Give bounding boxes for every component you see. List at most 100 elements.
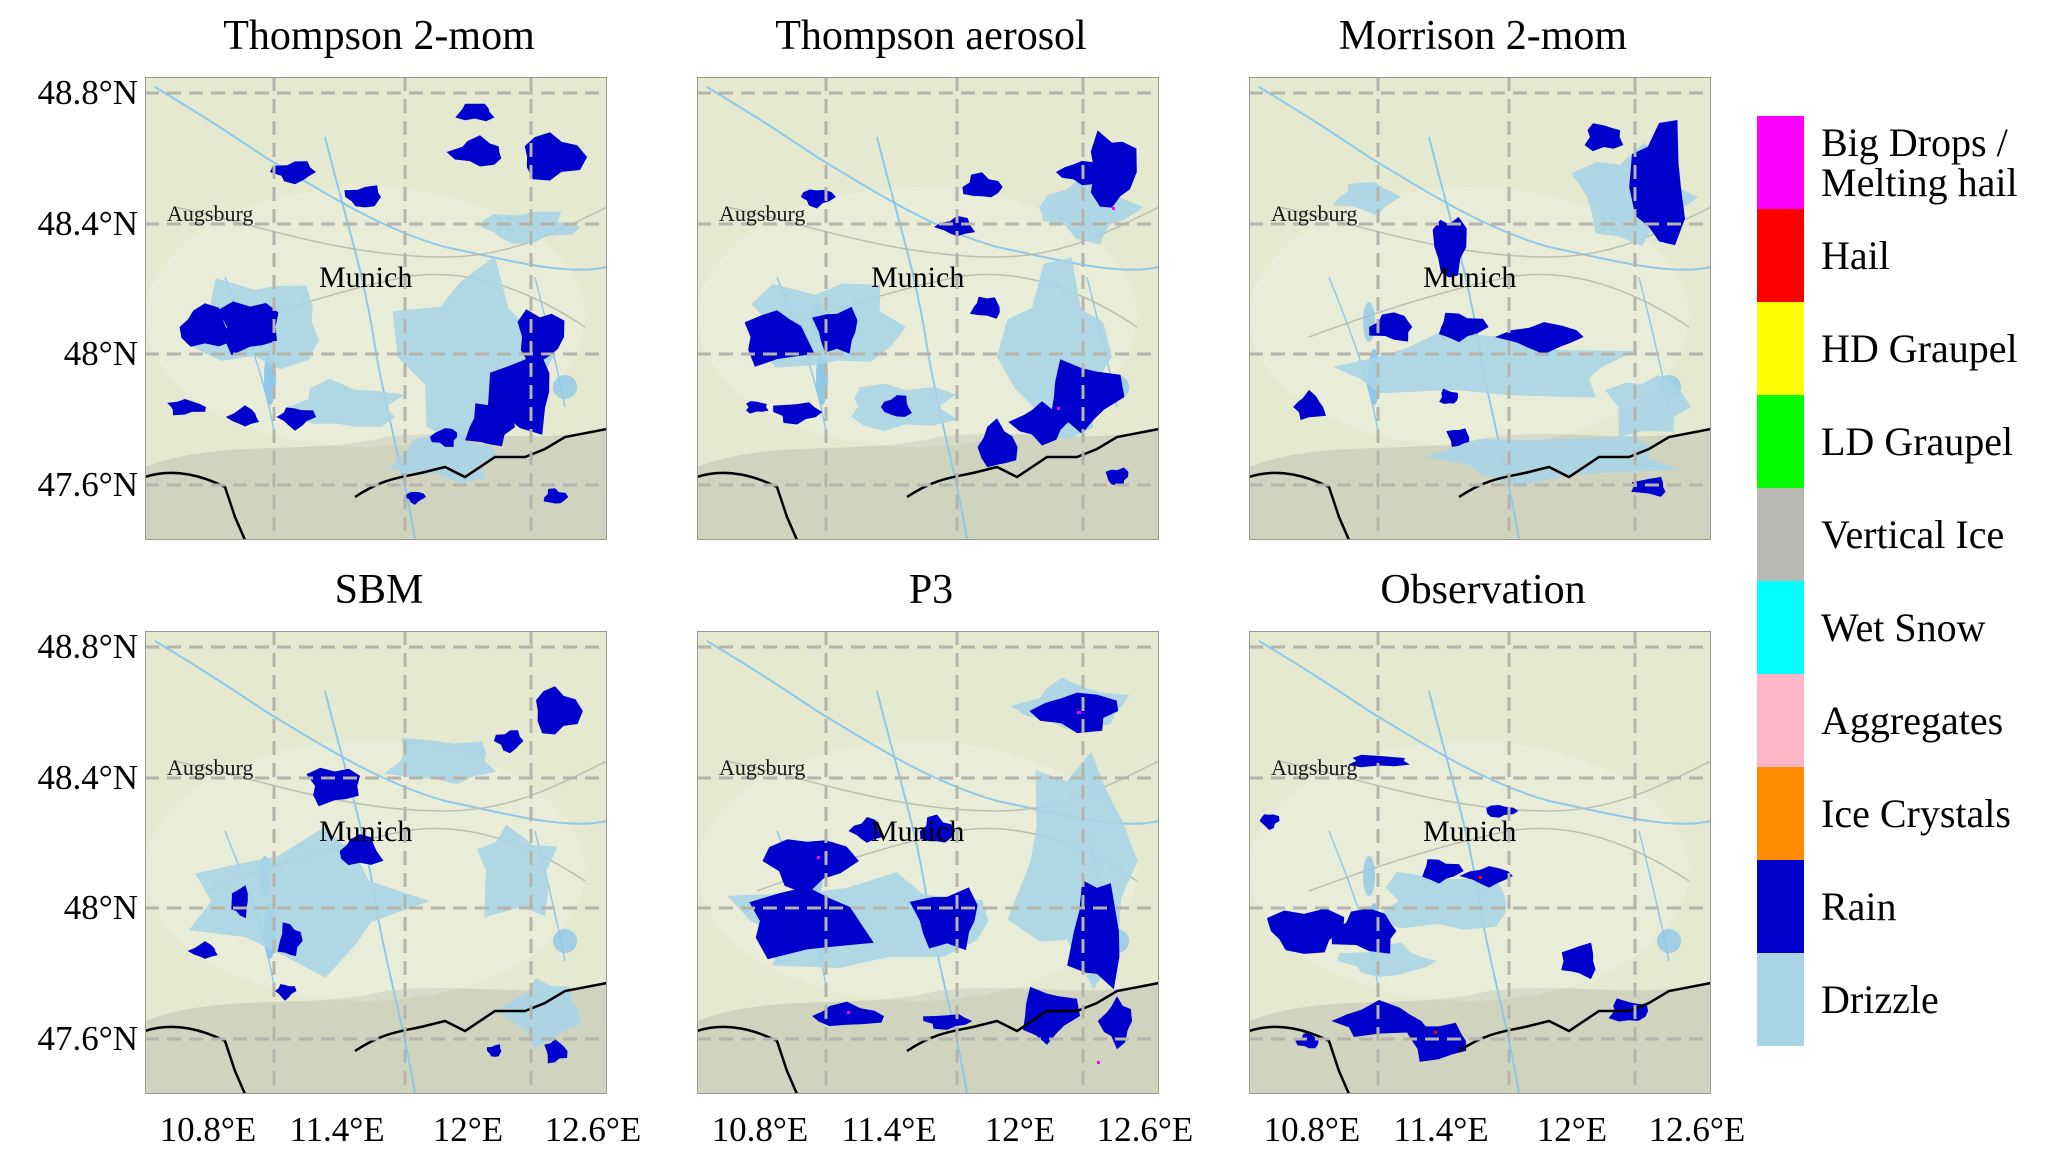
rain-cell [962,172,1003,198]
legend-label-aggregates: Aggregates [1821,697,2004,743]
city-label-munich: Munich [871,261,964,294]
map-panel-sbm: Augsburg Munich [145,631,607,1094]
big-drops-pixel [1112,207,1115,210]
drizzle-area [1337,942,1437,977]
map-lake [553,375,577,399]
map-river [154,86,607,271]
rain-cell [1404,1022,1467,1062]
panel-title-thompson-2mom: Thompson 2-mom [223,13,535,59]
city-label-munich: Munich [1423,261,1516,294]
legend-item-aggregates: Aggregates [1757,674,2063,767]
rain-cell [225,405,260,427]
big-drops-pixel [1077,711,1081,714]
rain-cell [465,403,516,447]
rain-cell [1584,123,1624,152]
drizzle-area [188,827,430,978]
rain-cell [1459,866,1513,888]
rain-cell [1259,814,1280,830]
panel-title-thompson-aerosol: Thompson aerosol [775,13,1087,59]
rain-cell [536,686,583,735]
rain-cell [923,1014,973,1030]
map-river [1328,276,1380,438]
country-border [145,471,247,540]
map-river [706,86,1159,271]
lat-tick-label-48-0-bottom: 48°N [63,888,138,927]
rain-cell [1097,996,1133,1050]
rain-cell [455,103,495,122]
city-label-munich: Munich [319,261,412,294]
rain-cell [276,407,317,431]
lon-tick-label-11-4-p3: 11.4°E [1393,1110,1489,1149]
lon-tick-label-12-6-p1: 12.6°E [544,1110,642,1149]
rain-cell [812,306,858,354]
map-road [726,760,1159,812]
hail-pixel [1479,876,1482,879]
map-frame [145,631,607,1094]
map-lake [1363,856,1375,896]
rain-cell [1495,322,1584,355]
map-frame [697,77,1159,540]
map-river [876,136,968,540]
legend-swatch-wet-snow [1757,581,1804,674]
rain-cell [231,885,248,919]
legend-label-hd-graupel: HD Graupel [1821,325,2018,371]
big-drops-pixel [1057,407,1060,410]
panel-title-morrison-2mom: Morrison 2-mom [1338,13,1628,59]
map-road [726,206,1159,258]
legend-swatch-ice-crystals [1757,767,1804,860]
city-label-augsburg: Augsburg [719,201,805,226]
map-frame [697,631,1159,1094]
rain-cell [848,817,882,843]
city-label-augsburg: Augsburg [1271,201,1357,226]
big-drops-pixel [847,1011,850,1014]
rain-cell [977,418,1018,468]
hail-pixel [1434,1031,1437,1034]
legend-swatch-hd-graupel [1757,302,1804,395]
city-label-augsburg: Augsburg [1271,755,1357,780]
legend-item-hail: Hail [1757,209,2063,302]
legend-swatch-ld-graupel [1757,395,1804,488]
country-border [1249,471,1351,540]
rain-cell [746,401,769,414]
drizzle-area [1333,182,1401,216]
legend-label-drizzle: Drizzle [1821,976,1939,1022]
rain-cell [344,185,381,208]
rain-cell [493,730,524,754]
map-river [1258,86,1711,271]
drizzle-area [287,378,405,427]
lon-tick-label-11-4-p2: 11.4°E [841,1110,937,1149]
drizzle-area [1375,871,1507,930]
city-label-augsburg: Augsburg [719,755,805,780]
lat-tick-label-48-4-top: 48.4°N [37,204,138,243]
rain-cell [1432,216,1467,278]
rain-cell [1056,160,1105,186]
rain-cell [1369,312,1413,342]
map-lake [1363,302,1375,342]
rain-cell [880,395,912,417]
legend-label-big-drops: Big Drops / Melting hail [1821,119,2018,205]
rain-cell [1438,312,1489,343]
rain-cell [1561,942,1596,980]
map-panel-morrison-2mom: Augsburg Munich [1249,77,1711,540]
city-label-munich: Munich [1423,815,1516,848]
drizzle-area [1333,331,1636,398]
lon-tick-label-10-8-p2: 10.8°E [711,1110,809,1149]
drizzle-area [1605,375,1691,437]
legend-swatch-drizzle [1757,953,1804,1046]
drizzle-area [481,211,581,244]
map-plain-shading [1249,741,1689,1001]
map-road [174,760,607,812]
rain-cell [544,1039,568,1064]
legend-label-ld-graupel: LD Graupel [1821,418,2014,464]
rain-cell [1090,130,1137,208]
rain-cell [1266,908,1345,954]
legend-item-drizzle: Drizzle [1757,953,2063,1046]
legend-label-ice-crystals: Ice Crystals [1821,790,2011,836]
rain-cell [773,402,823,425]
lon-tick-label-12-6-p2: 12.6°E [1096,1110,1194,1149]
legend-label-vertical-ice: Vertical Ice [1821,511,2005,557]
rain-cell [1008,401,1069,446]
legend-item-wet-snow: Wet Snow [1757,581,2063,674]
rain-cell [486,1044,502,1057]
map-panel-thompson-2mom: Augsburg Munich [145,77,607,540]
